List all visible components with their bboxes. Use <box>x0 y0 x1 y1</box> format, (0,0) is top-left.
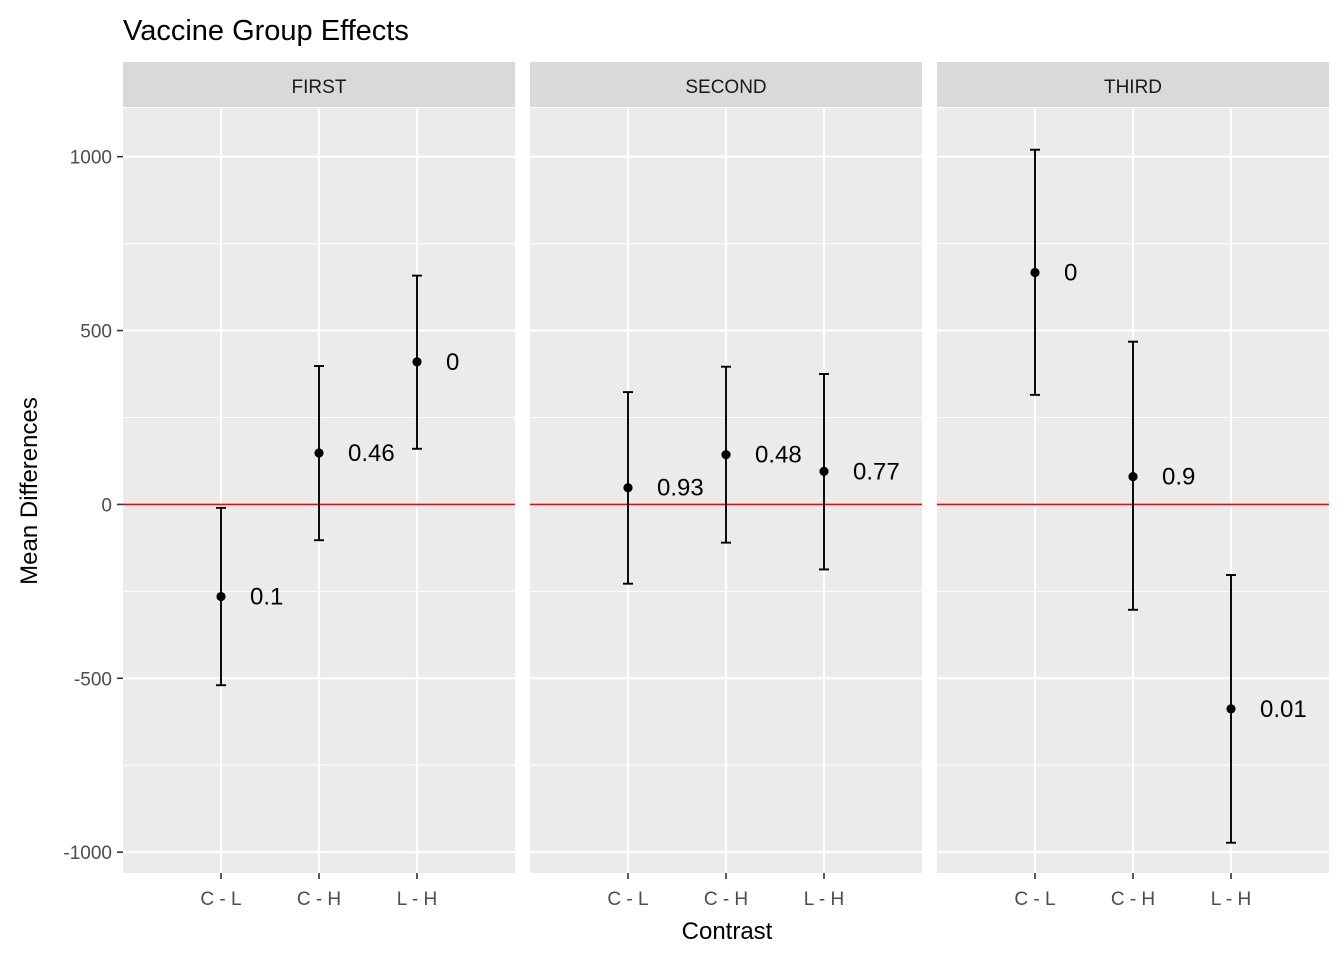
p-value-label: 0 <box>1064 259 1077 286</box>
strip-background <box>530 62 922 107</box>
x-tick-label: L - H <box>397 889 437 910</box>
x-tick-label: C - H <box>297 889 341 910</box>
mean-point <box>721 450 731 460</box>
p-value-label: 0.46 <box>348 440 395 467</box>
mean-point <box>1030 267 1040 278</box>
x-tick-label: C - H <box>704 889 748 910</box>
y-tick-label: -500 <box>74 669 112 690</box>
x-tick-label: C - L <box>200 889 241 910</box>
p-value-label: 0.9 <box>1162 464 1195 491</box>
mean-point <box>819 466 829 476</box>
y-tick-label: 1000 <box>70 148 112 169</box>
y-tick-label: 0 <box>101 495 112 516</box>
panel-first: FIRST 0.1 0.46 0 C - L C - H L - H <box>123 62 515 910</box>
strip-label-second: SECOND <box>685 77 766 98</box>
strip-background <box>123 62 515 107</box>
mean-point <box>314 448 324 458</box>
p-value-label: 0.77 <box>853 458 900 485</box>
y-axis: -1000 -500 0 500 1000 <box>63 148 123 864</box>
p-value-label: 0 <box>446 349 459 376</box>
mean-point <box>1128 471 1138 482</box>
y-tick-label: 500 <box>80 322 112 343</box>
mean-point <box>412 357 422 367</box>
mean-point <box>216 591 226 602</box>
panel-second: SECOND 0.93 0.48 0.77 C - L C - H L - H <box>530 62 922 910</box>
mean-point <box>623 483 633 493</box>
x-axis-title: Contrast <box>682 918 773 945</box>
p-value-label: 0.93 <box>657 475 704 502</box>
panel-third: THIRD 0 0.9 0.01 C - L C - H L - H <box>937 62 1329 910</box>
p-value-label: 0.48 <box>755 442 802 469</box>
strip-background <box>937 62 1329 107</box>
x-tick-label: C - L <box>1014 889 1055 910</box>
p-value-label: 0.1 <box>250 584 283 611</box>
x-tick-label: L - H <box>1211 889 1251 910</box>
x-tick-label: C - L <box>607 889 648 910</box>
x-tick-label: L - H <box>804 889 844 910</box>
chart-title: Vaccine Group Effects <box>123 15 409 47</box>
facet-panels: FIRST 0.1 0.46 0 C - L C - H L - H SECOND 0.93 0.… <box>123 62 1329 910</box>
mean-point <box>1226 704 1236 714</box>
strip-label-first: FIRST <box>292 77 347 98</box>
x-tick-label: C - H <box>1111 889 1155 910</box>
strip-label-third: THIRD <box>1104 77 1162 98</box>
p-value-label: 0.01 <box>1260 696 1307 723</box>
y-tick-label: -1000 <box>63 843 112 864</box>
y-axis-title: Mean Differences <box>16 397 43 585</box>
